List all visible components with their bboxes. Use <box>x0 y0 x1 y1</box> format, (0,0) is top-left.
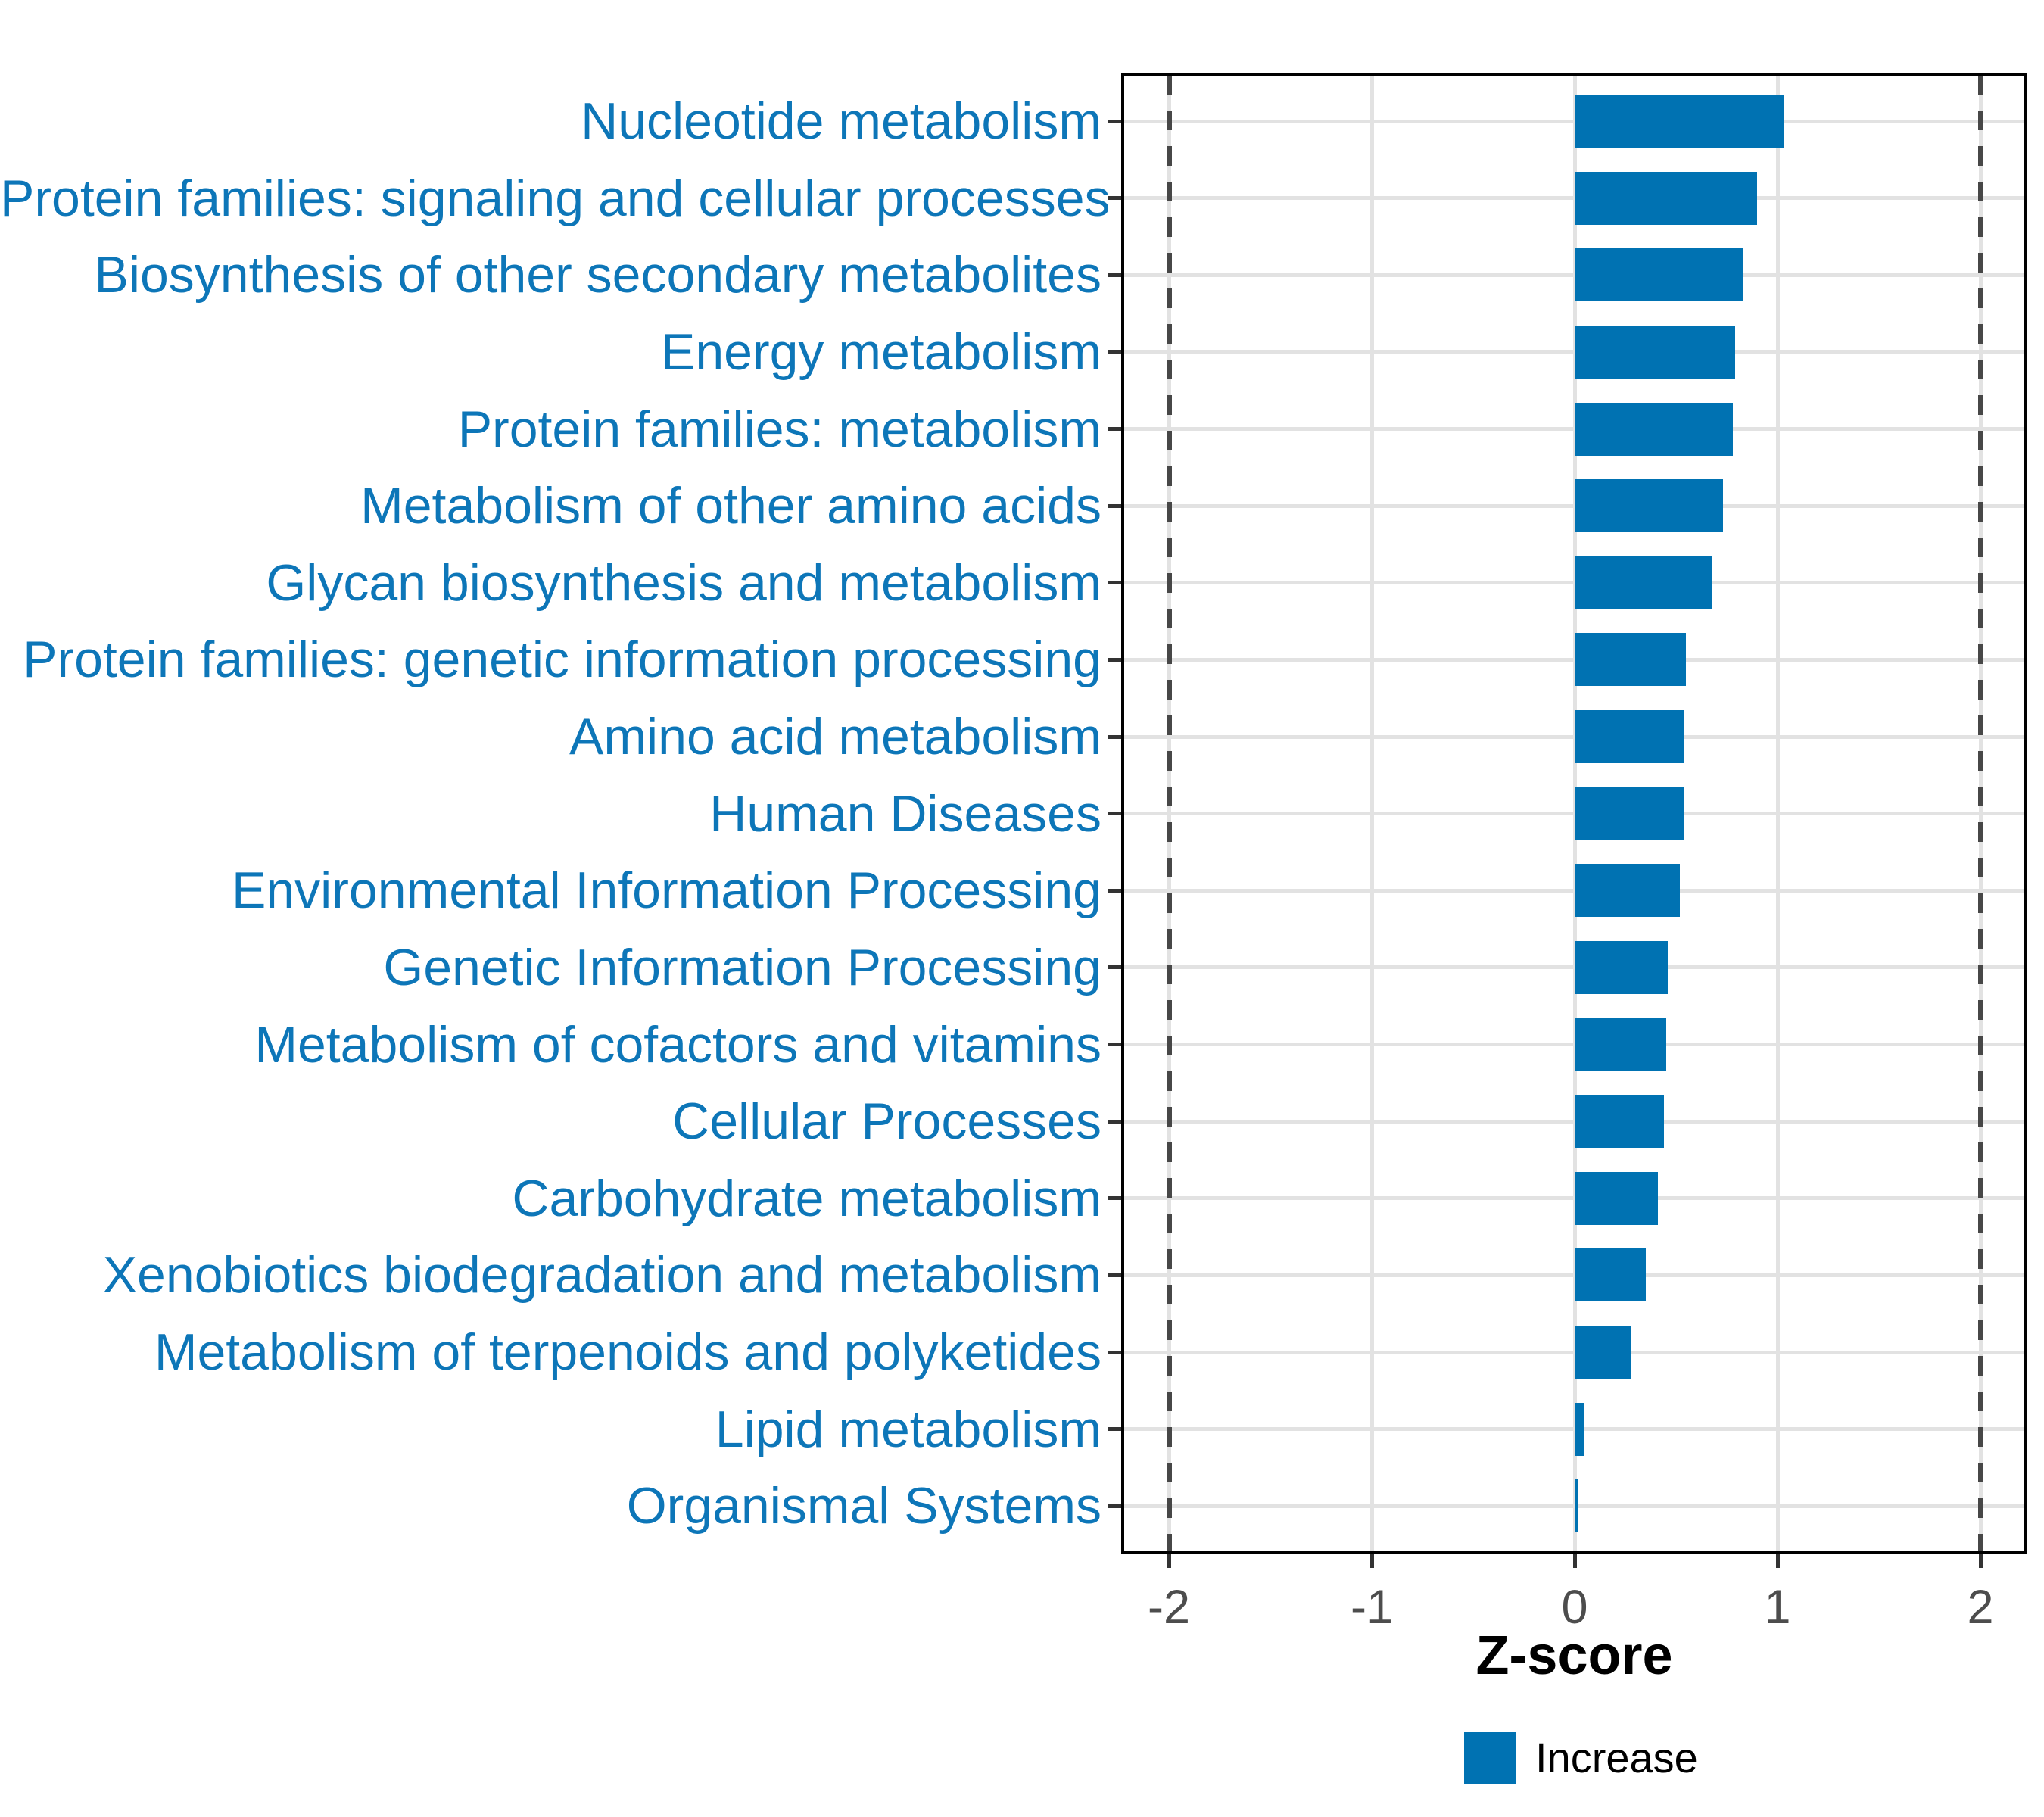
category-label: Cellular Processes <box>672 1092 1101 1151</box>
y-tick-mark <box>1108 581 1123 585</box>
category-label: Environmental Information Processing <box>232 862 1101 920</box>
y-tick-mark <box>1108 1350 1123 1354</box>
y-tick-mark <box>1108 734 1123 739</box>
category-label: Protein families: genetic information pr… <box>23 631 1101 689</box>
category-label: Metabolism of terpenoids and polyketides <box>154 1323 1101 1382</box>
x-tick-mark <box>1369 1554 1374 1568</box>
y-tick-mark <box>1108 1119 1123 1124</box>
category-label: Protein families: metabolism <box>457 400 1101 458</box>
bar <box>1575 95 1784 148</box>
x-tick-label: -1 <box>1350 1581 1394 1634</box>
bar <box>1575 171 1758 225</box>
bar <box>1575 940 1669 994</box>
category-label: Metabolism of cofactors and vitamins <box>254 1015 1101 1074</box>
bar <box>1575 1402 1585 1456</box>
x-tick-mark <box>1978 1554 1983 1568</box>
x-tick-label: 0 <box>1561 1581 1588 1634</box>
category-label: Carbohydrate metabolism <box>512 1169 1101 1227</box>
y-tick-mark <box>1108 1504 1123 1508</box>
category-label: Biosynthesis of other secondary metaboli… <box>94 246 1101 304</box>
bar <box>1575 1248 1646 1302</box>
y-tick-mark <box>1108 119 1123 123</box>
category-label: Genetic Information Processing <box>383 938 1101 996</box>
y-tick-mark <box>1108 350 1123 354</box>
bar <box>1575 1326 1632 1379</box>
bar <box>1575 1171 1658 1225</box>
bar <box>1575 402 1734 456</box>
x-tick-label: 1 <box>1764 1581 1791 1634</box>
y-tick-mark <box>1108 273 1123 277</box>
x-tick-label: 2 <box>1967 1581 1994 1634</box>
v-gridline <box>1369 75 1374 1552</box>
bar <box>1575 248 1743 302</box>
x-axis-title: Z-score <box>1475 1625 1673 1686</box>
x-tick-label: -2 <box>1147 1581 1191 1634</box>
bar <box>1575 864 1681 918</box>
bar <box>1575 479 1723 533</box>
category-label: Human Diseases <box>709 784 1101 843</box>
bar <box>1575 325 1735 379</box>
bar <box>1575 1479 1579 1533</box>
legend-key-swatch <box>1464 1732 1516 1784</box>
dashed-reference-line <box>1166 75 1172 1552</box>
y-tick-mark <box>1108 888 1123 893</box>
category-label: Nucleotide metabolism <box>581 92 1101 150</box>
y-tick-mark <box>1108 1427 1123 1432</box>
y-tick-mark <box>1108 1273 1123 1277</box>
category-label: Metabolism of other amino acids <box>360 477 1101 535</box>
category-label: Energy metabolism <box>660 323 1101 381</box>
x-tick-mark <box>1572 1554 1577 1568</box>
bar <box>1575 556 1713 609</box>
dashed-reference-line <box>1977 75 1983 1552</box>
x-tick-mark <box>1167 1554 1171 1568</box>
category-label: Xenobiotics biodegradation and metabolis… <box>102 1246 1101 1304</box>
bar <box>1575 1095 1664 1148</box>
y-tick-mark <box>1108 1196 1123 1201</box>
bar <box>1575 1018 1666 1071</box>
category-label: Lipid metabolism <box>715 1400 1101 1458</box>
y-tick-mark <box>1108 812 1123 816</box>
legend-label: Increase <box>1535 1734 1698 1781</box>
y-tick-mark <box>1108 1043 1123 1047</box>
category-label: Protein families: signaling and cellular… <box>0 169 1111 227</box>
category-label: Organismal Systems <box>626 1477 1101 1535</box>
y-tick-mark <box>1108 196 1123 201</box>
bar <box>1575 633 1687 687</box>
y-tick-mark <box>1108 965 1123 970</box>
v-gridline <box>1775 75 1780 1552</box>
bar <box>1575 710 1684 764</box>
bar <box>1575 787 1684 840</box>
x-tick-mark <box>1775 1554 1780 1568</box>
category-label: Glycan biosynthesis and metabolism <box>266 553 1101 612</box>
y-tick-mark <box>1108 427 1123 432</box>
y-tick-mark <box>1108 503 1123 508</box>
category-label: Amino acid metabolism <box>569 708 1101 766</box>
y-tick-mark <box>1108 657 1123 662</box>
